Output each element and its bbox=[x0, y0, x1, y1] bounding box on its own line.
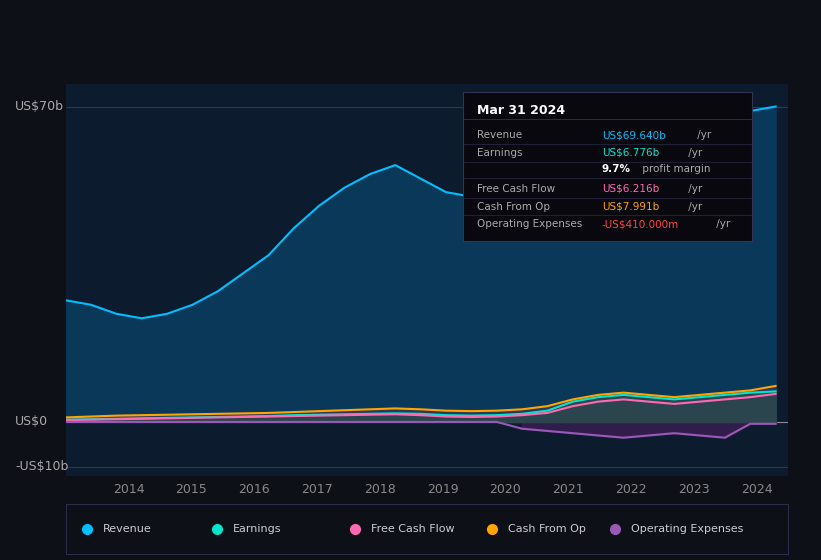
Text: -US$410.000m: -US$410.000m bbox=[602, 220, 679, 230]
Text: US$0: US$0 bbox=[15, 416, 48, 428]
Text: -US$10b: -US$10b bbox=[15, 460, 68, 474]
Text: 9.7%: 9.7% bbox=[602, 164, 631, 174]
Text: Operating Expenses: Operating Expenses bbox=[478, 220, 583, 230]
Text: US$7.991b: US$7.991b bbox=[602, 202, 659, 212]
Text: Revenue: Revenue bbox=[478, 130, 523, 140]
Text: profit margin: profit margin bbox=[639, 164, 710, 174]
Text: US$6.776b: US$6.776b bbox=[602, 148, 659, 158]
Text: Cash From Op: Cash From Op bbox=[478, 202, 551, 212]
Text: Revenue: Revenue bbox=[103, 524, 152, 534]
Text: Cash From Op: Cash From Op bbox=[508, 524, 585, 534]
Text: /yr: /yr bbox=[685, 184, 702, 194]
Text: Mar 31 2024: Mar 31 2024 bbox=[478, 104, 566, 116]
Text: Earnings: Earnings bbox=[233, 524, 282, 534]
Text: /yr: /yr bbox=[685, 148, 702, 158]
Text: Free Cash Flow: Free Cash Flow bbox=[478, 184, 556, 194]
Text: Earnings: Earnings bbox=[478, 148, 523, 158]
Text: US$6.216b: US$6.216b bbox=[602, 184, 659, 194]
Text: US$70b: US$70b bbox=[15, 100, 64, 113]
Text: /yr: /yr bbox=[695, 130, 712, 140]
Text: Operating Expenses: Operating Expenses bbox=[631, 524, 743, 534]
Text: /yr: /yr bbox=[685, 202, 702, 212]
Text: US$69.640b: US$69.640b bbox=[602, 130, 666, 140]
Text: Free Cash Flow: Free Cash Flow bbox=[370, 524, 454, 534]
Text: /yr: /yr bbox=[713, 220, 730, 230]
